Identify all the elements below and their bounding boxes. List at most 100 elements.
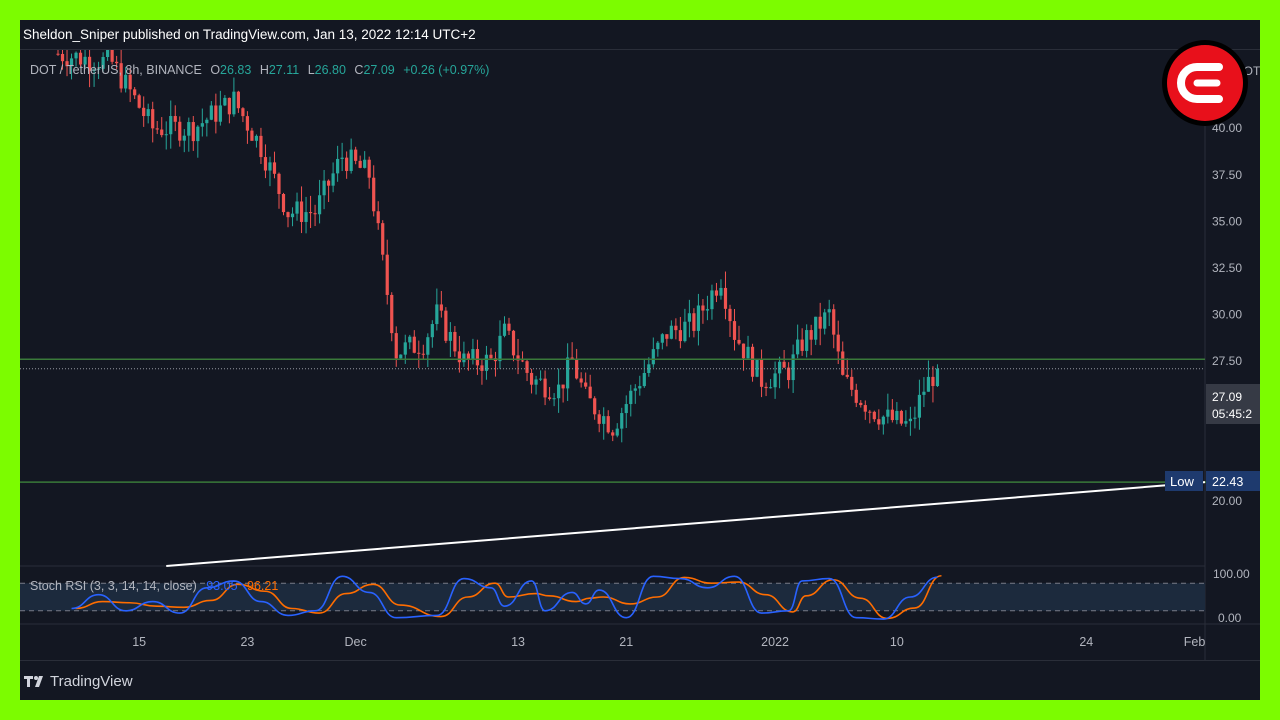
candle-body [290, 213, 295, 218]
candle-body [399, 354, 403, 359]
candle-body [557, 384, 561, 399]
candle-body [854, 389, 858, 403]
candle-body [543, 378, 547, 398]
trend-line[interactable] [166, 481, 1206, 567]
candle-body [164, 134, 168, 136]
candle-body [750, 346, 755, 377]
candle-body [196, 126, 200, 142]
candle-body [877, 419, 881, 425]
candle-body [394, 333, 398, 359]
legend-close-label: C [354, 63, 363, 77]
candle-body [561, 384, 565, 389]
candle-body [809, 330, 813, 340]
candle-body [800, 339, 804, 351]
candle-body [832, 309, 836, 335]
candle-body [317, 195, 322, 215]
candle-body [575, 359, 579, 379]
time-tick-label: 24 [1079, 635, 1093, 649]
stoch-k-value: 93.05 [206, 579, 237, 593]
candle-body [439, 304, 443, 311]
candle-body [182, 135, 186, 141]
candle-body [155, 128, 159, 130]
candle-body [295, 201, 299, 214]
candle-body [106, 49, 110, 58]
candle-body [926, 376, 931, 392]
candle-body [638, 386, 642, 389]
candle-body [931, 376, 935, 387]
candle-body [60, 53, 65, 62]
candle-body [78, 52, 83, 65]
tradingview-icon [24, 676, 43, 687]
candle-body [597, 414, 601, 424]
legend-change: +0.26 (+0.97%) [403, 63, 489, 77]
candle-body [444, 310, 448, 341]
candle-body [606, 416, 610, 433]
candle-body [83, 56, 87, 65]
time-tick-label: 13 [511, 635, 525, 649]
candle-body [349, 149, 353, 171]
candle-body [263, 157, 268, 171]
candle-body [56, 53, 60, 55]
candle-body [227, 97, 231, 115]
candle-body [160, 129, 164, 136]
time-tick-label: Dec [345, 635, 367, 649]
time-tick-label: 23 [240, 635, 254, 649]
low-tag-label-bg [1165, 471, 1203, 491]
candle-body [430, 324, 434, 338]
price-axis[interactable]: 27.5042.5040.0037.5035.0032.5030.0025.00… [1212, 75, 1242, 508]
candle-body [570, 357, 574, 360]
candle-body [696, 305, 701, 331]
candle-body [755, 358, 759, 377]
legend-high-label: H [260, 63, 269, 77]
candle-body [669, 325, 673, 339]
candle-body [372, 177, 376, 212]
price-chart[interactable]: DOT / TetherUS, 8h, BINANCE O26.83 H27.1… [20, 20, 1260, 660]
candle-body [408, 336, 412, 343]
candle-body [421, 353, 425, 355]
candle-body [886, 409, 890, 417]
price-tick-label: 27.50 [1212, 354, 1242, 368]
candle-body [187, 122, 191, 136]
candle-body [367, 159, 371, 178]
candle-body [191, 122, 195, 142]
candle-body [629, 390, 633, 405]
candle-body [331, 173, 335, 186]
candle-body [448, 331, 452, 341]
stoch-legend: Stoch RSI (3, 3, 14, 14, close) 93.05 96… [30, 579, 278, 593]
candle-body [525, 361, 529, 373]
stoch-d-value: 96.21 [247, 579, 278, 593]
candle-body [665, 334, 669, 339]
candle-body [169, 116, 173, 135]
candle-body [74, 52, 78, 59]
candle-body [922, 391, 926, 395]
candle-body [701, 305, 705, 311]
legend-open-label: O [210, 63, 220, 77]
stoch-k-line [71, 575, 938, 620]
time-tick-label: Feb [1184, 635, 1206, 649]
candle-body [863, 405, 867, 412]
candle-body [376, 211, 380, 224]
candle-body [92, 69, 96, 71]
low-tag-value: 22.43 [1212, 475, 1243, 489]
candle-body [917, 394, 922, 418]
candle-body [466, 353, 471, 359]
candle-body [299, 201, 304, 222]
candle-body [836, 334, 840, 352]
candle-body [218, 105, 222, 122]
candle-body [687, 313, 691, 322]
tradingview-logo[interactable]: TradingView [24, 671, 133, 691]
candle-body [336, 158, 340, 174]
candle-body [516, 355, 520, 361]
candle-body [403, 342, 407, 355]
candle-body [507, 323, 511, 331]
bar-countdown: 05:45:2 [1212, 407, 1252, 421]
price-tick-label: 20.00 [1212, 494, 1242, 508]
time-axis[interactable]: 15 23 Dec 13 21 2022 10 24 Feb [132, 635, 1205, 649]
candle-body [511, 330, 516, 356]
candle-body [277, 173, 281, 194]
candle-body [787, 367, 791, 381]
chart-panel: DOT / TetherUS, 8h, BINANCE O26.83 H27.1… [20, 20, 1260, 700]
candle-body [728, 308, 732, 322]
candle-body [313, 213, 317, 215]
